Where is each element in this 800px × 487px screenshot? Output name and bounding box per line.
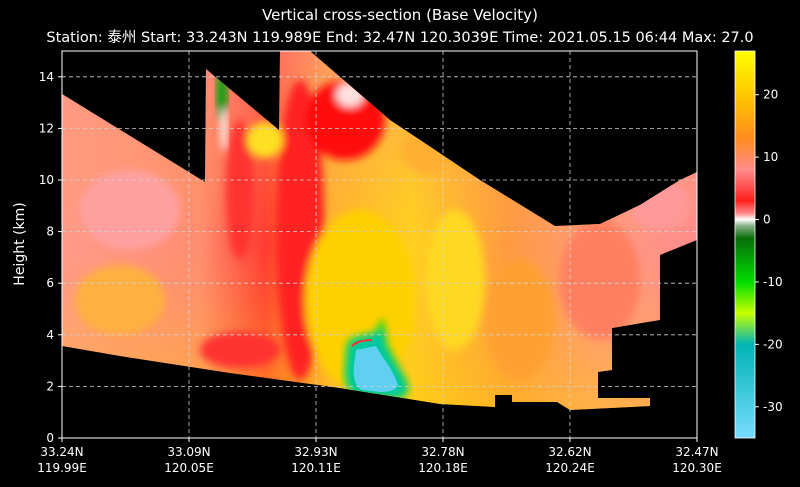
colorbar-tick-label: -10 (763, 275, 783, 289)
colorbar: 20 10 0 -10 -20 -30 (734, 50, 783, 439)
grid-lines (62, 51, 697, 438)
y-tick-label: 8 (46, 225, 54, 239)
x-tick-lat: 33.09N (167, 445, 210, 459)
x-tick-lat: 33.24N (40, 445, 83, 459)
x-tick-lon: 120.11E (291, 461, 341, 475)
y-tick-label: 12 (39, 121, 54, 135)
x-tick-lon: 120.18E (418, 461, 468, 475)
colorbar-tick-label: 10 (763, 150, 778, 164)
y-tick-label: 2 (46, 379, 54, 393)
x-tick-lon: 120.05E (164, 461, 214, 475)
y-tick-label: 14 (39, 70, 54, 84)
y-tick-label: 10 (39, 173, 54, 187)
colorbar-tick-label: -20 (763, 337, 783, 351)
velocity-field (62, 51, 697, 410)
x-tick-lon: 120.30E (672, 461, 722, 475)
y-axis: 0 2 4 6 8 10 12 14 (39, 70, 62, 445)
colorbar-tick-label: 20 (763, 88, 778, 102)
colorbar-tick-label: -30 (763, 400, 783, 414)
y-tick-label: 6 (46, 276, 54, 290)
x-tick-lon: 119.99E (37, 461, 87, 475)
y-tick-label: 0 (46, 431, 54, 445)
chart-subtitle: Station: 泰州 Start: 33.243N 119.989E End:… (46, 30, 754, 46)
y-axis-label: Height (km) (12, 202, 28, 285)
x-tick-lat: 32.47N (675, 445, 718, 459)
x-tick-lat: 32.62N (548, 445, 591, 459)
chart-title: Vertical cross-section (Base Velocity) (262, 6, 538, 24)
colorbar-scale (734, 50, 756, 439)
x-tick-lat: 32.93N (294, 445, 337, 459)
plot-frame (61, 50, 698, 439)
x-axis: 33.24N 119.99E 33.09N 120.05E 32.93N 120.11E 3… (37, 438, 722, 475)
y-tick-label: 4 (46, 328, 54, 342)
x-tick-lat: 32.78N (421, 445, 464, 459)
x-tick-lon: 120.24E (545, 461, 595, 475)
colorbar-tick-label: 0 (763, 213, 771, 227)
